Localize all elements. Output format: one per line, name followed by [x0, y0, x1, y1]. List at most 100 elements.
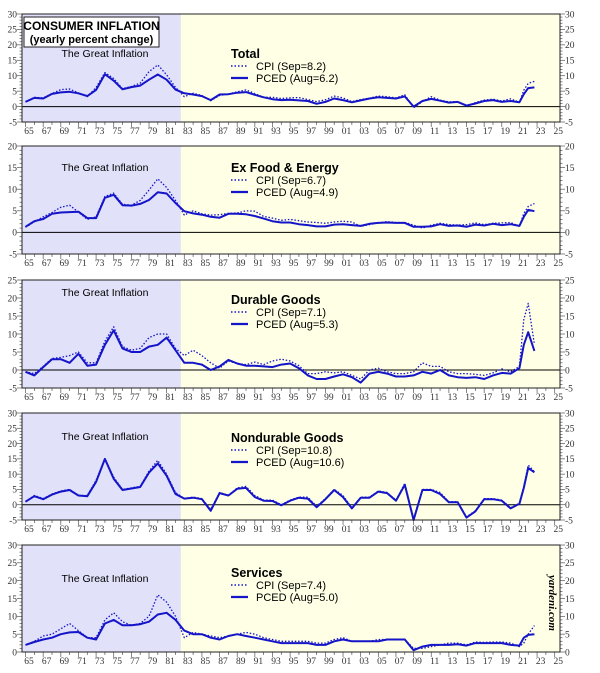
x-tick-label: 95 [289, 259, 299, 269]
y-tick-label-right: 30 [565, 409, 575, 419]
y-tick-label-right: 25 [565, 276, 575, 286]
y-tick-label-left: 0 [12, 366, 17, 376]
x-tick-label: 73 [95, 127, 105, 137]
x-tick-label: 21 [518, 127, 528, 137]
x-tick-label: 69 [60, 393, 70, 403]
plot-frame [21, 145, 561, 255]
x-tick-label: 89 [236, 127, 246, 137]
x-tick-label: 17 [483, 657, 493, 667]
y-tick-label-left: 5 [12, 630, 17, 640]
x-tick-label: 77 [130, 657, 140, 667]
x-tick-label: 05 [377, 657, 387, 667]
x-tick-label: 09 [412, 525, 422, 535]
x-tick-label: 75 [112, 393, 122, 403]
x-tick-label: 05 [377, 259, 387, 269]
x-tick-label: 07 [395, 127, 405, 137]
x-tick-label: 11 [430, 127, 439, 137]
y-tick-label-right: 10 [565, 613, 575, 623]
x-tick-label: 65 [24, 393, 34, 403]
x-tick-label: 81 [165, 525, 175, 535]
legend-label: PCED (Aug=10.6) [256, 457, 344, 469]
x-tick-label: 79 [148, 657, 158, 667]
x-tick-label: 95 [289, 393, 299, 403]
y-tick-label-left: 30 [8, 10, 18, 20]
x-tick-label: 67 [42, 127, 52, 137]
legend-label: PCED (Aug=5.3) [256, 319, 338, 331]
pced-series-line [25, 611, 535, 652]
legend-label: CPI (Sep=8.2) [256, 61, 326, 73]
x-tick-label: 15 [465, 393, 475, 403]
y-tick-label-left: 10 [8, 186, 18, 196]
x-tick-label: 89 [236, 525, 246, 535]
x-tick-label: 25 [553, 393, 563, 403]
panel-title: Nondurable Goods [231, 431, 344, 445]
x-tick-label: 99 [324, 525, 334, 535]
y-tick-label-left: 25 [8, 559, 18, 569]
y-tick-label-left: 20 [8, 577, 18, 587]
x-tick-label: 95 [289, 525, 299, 535]
y-tick-label-right: 20 [565, 440, 575, 450]
great-inflation-label: The Great Inflation [62, 573, 149, 585]
cpi-series-line [25, 594, 535, 650]
panel-title: Ex Food & Energy [231, 161, 339, 175]
y-tick-label-left: 30 [8, 409, 18, 419]
x-tick-label: 23 [536, 259, 546, 269]
x-tick-label: 23 [536, 525, 546, 535]
x-tick-label: 01 [342, 393, 352, 403]
x-tick-label: 71 [77, 525, 87, 535]
x-tick-label: 75 [112, 127, 122, 137]
x-tick-label: 99 [324, 657, 334, 667]
y-tick-label-right: 15 [565, 595, 575, 605]
y-tick-label-left: -5 [9, 118, 17, 128]
x-tick-label: 09 [412, 393, 422, 403]
x-tick-label: 87 [218, 657, 228, 667]
x-tick-label: 65 [24, 127, 34, 137]
y-tick-label-left: 0 [12, 648, 17, 658]
y-tick-label-left: 15 [8, 595, 18, 605]
x-tick-label: 85 [201, 259, 211, 269]
x-tick-label: 09 [412, 127, 422, 137]
great-inflation-label: The Great Inflation [62, 287, 149, 299]
x-tick-label: 25 [553, 259, 563, 269]
x-tick-label: 91 [254, 525, 264, 535]
y-tick-label-left: 5 [12, 486, 17, 496]
x-tick-label: 23 [536, 393, 546, 403]
y-tick-label-right: 5 [565, 630, 570, 640]
x-tick-label: 13 [448, 525, 458, 535]
x-tick-label: 77 [130, 127, 140, 137]
y-tick-label-right: 25 [565, 425, 575, 435]
x-tick-label: 67 [42, 657, 52, 667]
x-tick-label: 71 [77, 393, 87, 403]
y-tick-label-right: -5 [565, 250, 573, 260]
x-tick-label: 67 [42, 525, 52, 535]
header-box [23, 16, 160, 48]
x-tick-label: 03 [359, 259, 369, 269]
legend-label: CPI (Sep=7.4) [256, 580, 326, 592]
x-tick-label: 09 [412, 657, 422, 667]
y-tick-label-left: 10 [8, 470, 18, 480]
x-tick-label: 05 [377, 127, 387, 137]
x-tick-label: 69 [60, 259, 70, 269]
x-tick-label: 19 [501, 393, 511, 403]
x-tick-label: 07 [395, 259, 405, 269]
x-tick-label: 83 [183, 525, 193, 535]
y-tick-label-left: 10 [8, 330, 18, 340]
x-tick-label: 09 [412, 259, 422, 269]
y-tick-label-left: 25 [8, 26, 18, 36]
x-tick-label: 97 [307, 525, 317, 535]
x-tick-label: 71 [77, 259, 87, 269]
x-tick-label: 13 [448, 393, 458, 403]
y-tick-label-right: 30 [565, 541, 575, 551]
legend-label: PCED (Aug=6.2) [256, 73, 338, 85]
x-tick-label: 23 [536, 127, 546, 137]
x-tick-label: 01 [342, 259, 352, 269]
plot-frame [21, 544, 561, 653]
x-tick-label: 13 [448, 259, 458, 269]
x-tick-label: 21 [518, 259, 528, 269]
y-tick-label-right: 10 [565, 186, 575, 196]
x-tick-label: 03 [359, 525, 369, 535]
x-tick-label: 01 [342, 525, 352, 535]
